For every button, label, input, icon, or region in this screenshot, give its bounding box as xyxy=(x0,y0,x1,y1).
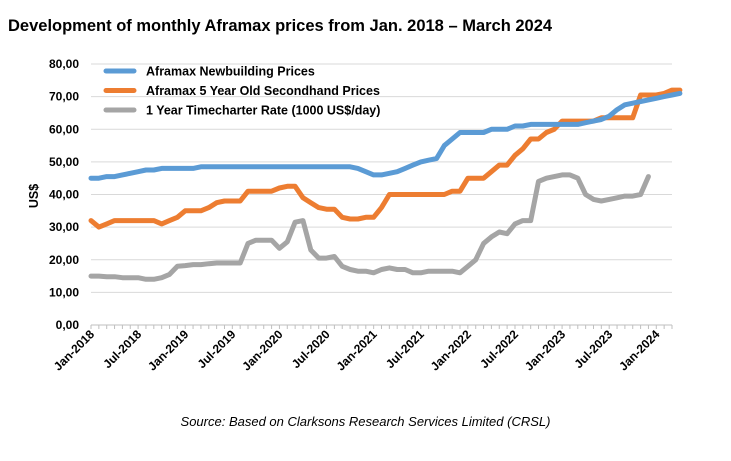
x-tick-label: Jan-2018 xyxy=(51,327,97,373)
y-axis-label: US$ xyxy=(27,184,41,208)
y-tick-label: 40,00 xyxy=(49,188,79,202)
y-tick-label: 50,00 xyxy=(49,155,79,169)
y-tick-label: 60,00 xyxy=(49,122,79,136)
x-tick-label: Jan-2022 xyxy=(428,327,474,373)
y-tick-label: 20,00 xyxy=(49,253,79,267)
x-tick-label: Jan-2021 xyxy=(334,327,380,373)
x-tick-label: Jul-2018 xyxy=(100,327,144,371)
legend-label: Aframax Newbuilding Prices xyxy=(146,65,315,79)
x-tick-label: Jul-2021 xyxy=(383,327,427,371)
y-tick-label: 0,00 xyxy=(56,318,80,332)
source-note: Source: Based on Clarksons Research Serv… xyxy=(180,414,551,429)
y-tick-label: 80,00 xyxy=(49,57,79,71)
legend-label: Aframax 5 Year Old Secondhand Prices xyxy=(146,84,380,98)
x-tick-label: Jul-2023 xyxy=(571,327,615,371)
x-tick-label: Jul-2020 xyxy=(289,327,333,371)
x-tick-label: Jul-2022 xyxy=(477,327,521,371)
chart-title: Development of monthly Aframax prices fr… xyxy=(8,17,553,35)
legend-label: 1 Year Timecharter Rate (1000 US$/day) xyxy=(146,104,380,118)
x-tick-label: Jan-2024 xyxy=(616,327,662,373)
y-tick-label: 10,00 xyxy=(49,285,79,299)
y-tick-label: 30,00 xyxy=(49,220,79,234)
series-line-0 xyxy=(88,90,683,181)
gridlines xyxy=(91,63,672,293)
series-line-2 xyxy=(88,172,651,282)
x-tick-label: Jan-2023 xyxy=(522,327,568,373)
series-lines xyxy=(88,87,683,282)
x-tick-label: Jan-2019 xyxy=(145,327,191,373)
x-tick-label: Jan-2020 xyxy=(239,327,285,373)
legend: Aframax Newbuilding Prices Aframax 5 Year… xyxy=(103,65,380,118)
y-tick-label: 70,00 xyxy=(49,90,79,104)
x-tick-label: Jul-2019 xyxy=(195,327,239,371)
